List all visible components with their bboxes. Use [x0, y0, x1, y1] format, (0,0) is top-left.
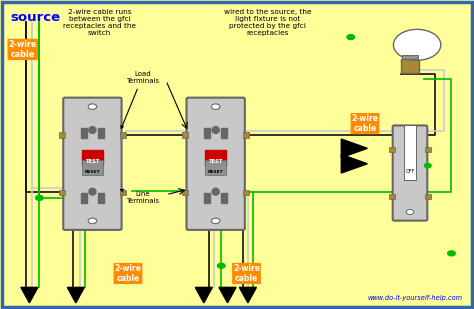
- Polygon shape: [239, 287, 256, 303]
- Circle shape: [211, 218, 220, 224]
- Bar: [402, 55, 418, 59]
- Text: Line
Terminals: Line Terminals: [120, 189, 159, 204]
- Bar: [182, 133, 189, 138]
- Circle shape: [36, 195, 43, 200]
- Circle shape: [406, 132, 414, 137]
- FancyBboxPatch shape: [392, 125, 427, 221]
- Ellipse shape: [89, 127, 96, 133]
- Text: RESET: RESET: [85, 170, 100, 174]
- Circle shape: [347, 35, 355, 40]
- Circle shape: [447, 251, 455, 256]
- Circle shape: [218, 263, 225, 268]
- Text: www.do-it-yourself-help.com: www.do-it-yourself-help.com: [367, 295, 462, 301]
- Bar: [401, 59, 419, 73]
- Bar: [425, 147, 430, 152]
- Bar: [81, 128, 87, 138]
- FancyBboxPatch shape: [186, 98, 245, 230]
- Text: 2-wire
cable: 2-wire cable: [233, 264, 260, 283]
- Bar: [204, 128, 210, 138]
- Bar: [243, 189, 249, 195]
- Circle shape: [88, 104, 97, 109]
- Text: Load
Terminals: Load Terminals: [121, 71, 159, 129]
- Text: OFF: OFF: [405, 169, 415, 174]
- Bar: [425, 194, 430, 199]
- Bar: [119, 189, 126, 195]
- Bar: [205, 160, 226, 175]
- Bar: [98, 128, 104, 138]
- Bar: [82, 160, 103, 175]
- Text: 2-wire
cable: 2-wire cable: [9, 40, 37, 59]
- Bar: [59, 189, 65, 195]
- Bar: [82, 150, 103, 165]
- Polygon shape: [21, 287, 38, 303]
- Bar: [98, 193, 104, 203]
- Bar: [221, 193, 227, 203]
- Text: 2-wire
cable: 2-wire cable: [352, 114, 378, 133]
- Polygon shape: [341, 154, 367, 173]
- Circle shape: [424, 163, 431, 168]
- Text: TEST: TEST: [85, 159, 100, 164]
- Polygon shape: [67, 287, 84, 303]
- Circle shape: [211, 104, 220, 109]
- Bar: [81, 193, 87, 203]
- Polygon shape: [219, 287, 236, 303]
- Bar: [119, 133, 126, 138]
- Text: RESET: RESET: [208, 170, 223, 174]
- Bar: [205, 150, 226, 165]
- Text: source: source: [10, 11, 61, 24]
- Polygon shape: [341, 139, 367, 158]
- Circle shape: [88, 218, 97, 224]
- FancyBboxPatch shape: [64, 98, 121, 230]
- Text: wired to the source, the
light fixture is not
protected by the gfci
receptacles: wired to the source, the light fixture i…: [224, 9, 311, 36]
- Ellipse shape: [89, 188, 96, 195]
- Bar: [221, 128, 227, 138]
- Text: 2-wire cable runs
between the gfci
receptacles and the
switch: 2-wire cable runs between the gfci recep…: [63, 9, 136, 36]
- Bar: [182, 189, 189, 195]
- Ellipse shape: [212, 127, 219, 133]
- Bar: [390, 147, 394, 152]
- Polygon shape: [195, 287, 212, 303]
- Circle shape: [393, 29, 441, 60]
- Bar: [59, 133, 65, 138]
- Bar: [404, 125, 416, 180]
- Text: 2-wire
cable: 2-wire cable: [115, 264, 141, 283]
- Text: TEST: TEST: [209, 159, 223, 164]
- Bar: [204, 193, 210, 203]
- Ellipse shape: [212, 188, 219, 195]
- Circle shape: [406, 210, 414, 214]
- Bar: [390, 194, 394, 199]
- Bar: [243, 133, 249, 138]
